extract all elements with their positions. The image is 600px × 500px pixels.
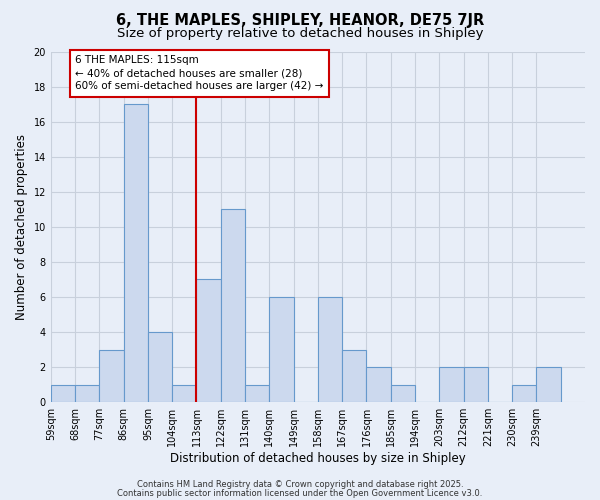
- Bar: [75, 384, 100, 402]
- Bar: [439, 367, 464, 402]
- Bar: [464, 367, 488, 402]
- Bar: [245, 384, 269, 402]
- Bar: [51, 384, 75, 402]
- Bar: [536, 367, 561, 402]
- Bar: [172, 384, 196, 402]
- Bar: [391, 384, 415, 402]
- Bar: [124, 104, 148, 402]
- Text: 6, THE MAPLES, SHIPLEY, HEANOR, DE75 7JR: 6, THE MAPLES, SHIPLEY, HEANOR, DE75 7JR: [116, 12, 484, 28]
- Text: Contains public sector information licensed under the Open Government Licence v3: Contains public sector information licen…: [118, 488, 482, 498]
- Bar: [148, 332, 172, 402]
- X-axis label: Distribution of detached houses by size in Shipley: Distribution of detached houses by size …: [170, 452, 466, 465]
- Bar: [196, 280, 221, 402]
- Bar: [221, 210, 245, 402]
- Bar: [342, 350, 367, 402]
- Bar: [367, 367, 391, 402]
- Bar: [100, 350, 124, 402]
- Bar: [512, 384, 536, 402]
- Bar: [318, 297, 342, 402]
- Text: 6 THE MAPLES: 115sqm
← 40% of detached houses are smaller (28)
60% of semi-detac: 6 THE MAPLES: 115sqm ← 40% of detached h…: [75, 55, 323, 92]
- Text: Contains HM Land Registry data © Crown copyright and database right 2025.: Contains HM Land Registry data © Crown c…: [137, 480, 463, 489]
- Bar: [269, 297, 293, 402]
- Y-axis label: Number of detached properties: Number of detached properties: [15, 134, 28, 320]
- Text: Size of property relative to detached houses in Shipley: Size of property relative to detached ho…: [117, 28, 483, 40]
